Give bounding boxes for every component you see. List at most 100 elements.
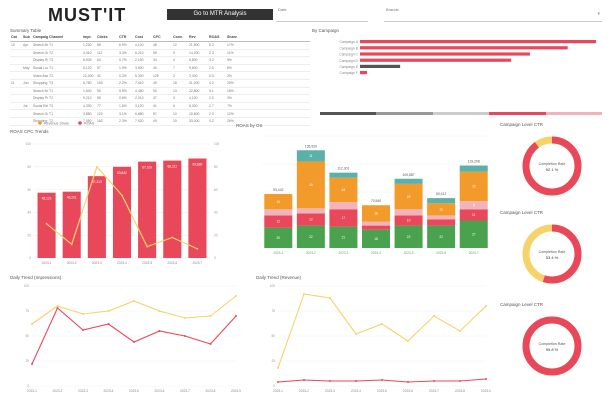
table-header-cell: Cat <box>11 35 17 39</box>
go-to-analysis-button[interactable]: Go to MTR Analysis <box>167 9 273 20</box>
bar-data-label: 45,123 <box>42 197 52 201</box>
mix-segment <box>459 201 488 210</box>
trend-right-chart: 0 25 50 75 100 2023-1 2023-2 2023-3 2023-4 2023-5… <box>270 284 492 393</box>
table-row[interactable]: Shopping FeedT2 7,050 162 2.3% 7,920 49 19 33,0… <box>10 118 310 126</box>
summary-title: Summary Table <box>10 28 42 33</box>
roas-point <box>121 194 123 197</box>
table-cell: Shopping Feed <box>32 119 48 123</box>
table-row[interactable]: Search Brand KeyT1 1,640 90 5.5% 4,480 50 13 22… <box>10 88 310 96</box>
mix-segment <box>329 202 358 210</box>
mix-segment <box>427 198 456 204</box>
gauge-arc <box>522 316 582 376</box>
trend-left-panel: Daily Trend (Impressions) 0 25 50 75 100 2023… <box>10 272 246 406</box>
total-label: 93,442 <box>273 188 283 192</box>
mix-segment <box>394 225 423 248</box>
segment-label: 12 <box>439 208 443 212</box>
table-cell: 3% <box>227 96 232 101</box>
revenue-bar <box>163 160 182 258</box>
table-cell: 2% <box>227 73 232 78</box>
total-label: 112,301 <box>337 167 349 171</box>
roas-point <box>45 222 48 225</box>
scroll-segment[interactable] <box>489 112 546 115</box>
table-row[interactable]: Display RetargetT3 8,905 64 0.7% 2,150 34 4 6,8… <box>10 57 310 65</box>
scroll-segment[interactable] <box>432 112 490 115</box>
x-tick-label: 2023-3 <box>92 261 102 265</box>
table-cell: Apr <box>23 43 29 48</box>
revenue-bar <box>62 191 81 258</box>
x-tick-label: 2023-8 <box>455 389 465 393</box>
table-cell: 9,600 <box>189 66 198 71</box>
table-cell: 10 <box>173 111 177 116</box>
table-cell: 3 <box>173 96 175 101</box>
scroll-segment[interactable] <box>376 112 433 115</box>
summary-panel: Summary Table Cat SubCampaignChannel Impr.… <box>10 28 310 126</box>
date-filter[interactable]: Date <box>276 7 368 22</box>
table-cell: 97 <box>97 66 101 71</box>
chevron-down-icon[interactable]: ▾ <box>597 11 600 17</box>
table-cell: 5,300 <box>135 73 144 78</box>
table-cell: T1 <box>49 43 53 48</box>
y-tick-label: 40 <box>214 211 218 215</box>
brand-filter[interactable]: Brands ▾ <box>384 7 602 22</box>
table-header-cell: Cost <box>135 35 143 39</box>
table-row[interactable]: 10 Apr Search Brand KeyT1 1,230 85 6.9% 4,120 4… <box>10 42 310 50</box>
table-cell: Search Generic <box>33 50 48 55</box>
table-cell: 4 <box>173 58 175 63</box>
x-tick-label: 2023-5 <box>129 389 139 393</box>
y-tick-label: 100 <box>26 142 32 146</box>
mix-segment <box>296 225 325 248</box>
table-cell: 50 <box>153 88 157 93</box>
trend-point <box>329 297 331 299</box>
x-tick-label: 2023-5 <box>377 389 387 393</box>
gauge-arc <box>522 224 582 284</box>
mix-segment <box>459 171 488 202</box>
table-row[interactable]: Search GenericT1 3,880 120 3.1% 6,880 57 10 15,… <box>10 110 310 118</box>
trend-point <box>56 305 59 307</box>
mix-segment <box>296 150 325 162</box>
campaign-bar-chart: Campaign A Campaign B Campaign C Campaign D… <box>339 40 596 75</box>
trend-point <box>56 307 59 309</box>
scroll-segment[interactable] <box>545 112 603 115</box>
table-cell: 12,400 <box>83 73 94 78</box>
segment-label: 10 <box>407 219 411 223</box>
table-cell: 5.2 <box>209 43 214 48</box>
x-tick-label: 2023-8 <box>206 389 216 393</box>
revenue-combo-chart: Revenue Share ROAS 0 0 20 20 40 40 60 60 80 80 100 10… <box>26 121 220 265</box>
gauge-label: Completion Rate <box>539 250 566 254</box>
y-tick-label: 50 <box>271 334 275 338</box>
table-row[interactable]: Search GenericT2 3,410 112 3.3% 6,210 55 9 14,2… <box>10 50 310 58</box>
trend-point <box>459 380 461 382</box>
x-tick-label: 2023-2 <box>306 251 316 255</box>
revenue-bar <box>87 176 106 258</box>
y-tick-label: 80 <box>214 165 218 169</box>
gauge-value: 92.1 % <box>546 167 559 172</box>
total-label: 100,887 <box>402 173 414 177</box>
y-tick-label: 75 <box>271 309 275 313</box>
table-cell: 5% <box>227 58 232 63</box>
revenue-panel: ROAS CPC Trends Revenue Share ROAS 0 0 20 20 4… <box>10 120 232 270</box>
scroll-segment[interactable] <box>320 112 377 115</box>
table-cell: 55 <box>97 96 101 101</box>
table-row[interactable]: Jul Social RetargetT3 4,330 77 1.8% 3,120 41 6 8… <box>10 103 310 111</box>
y-tick-label: 50 <box>25 334 29 338</box>
table-cell: 3,900 <box>135 66 144 71</box>
table-row[interactable]: Display ProspectT2 9,210 55 0.6% 2,010 37 3 4,1… <box>10 95 310 103</box>
table-header-cell: CPC <box>153 35 161 39</box>
campaign-label: Campaign D <box>339 59 358 63</box>
table-cell: 26% <box>227 119 234 124</box>
trend-point <box>158 330 161 332</box>
y-tick-label: 25 <box>271 359 275 363</box>
table-cell: 0.6% <box>119 96 127 101</box>
table-cell: 3.1% <box>119 111 127 116</box>
table-cell: 41 <box>97 73 101 78</box>
x-tick-label: 2023-2 <box>67 261 77 265</box>
x-tick-label: 2023-3 <box>338 251 348 255</box>
table-cell: 8,905 <box>83 58 92 63</box>
table-cell: 112 <box>97 50 103 55</box>
campaign-scrollbar[interactable] <box>320 112 603 115</box>
table-cell: 6,800 <box>189 58 198 63</box>
y-tick-label: 0 <box>27 384 29 388</box>
table-row[interactable]: 11 Jun Shopping FeedT3 6,780 150 2.2% 7,410 49 1… <box>10 80 310 88</box>
